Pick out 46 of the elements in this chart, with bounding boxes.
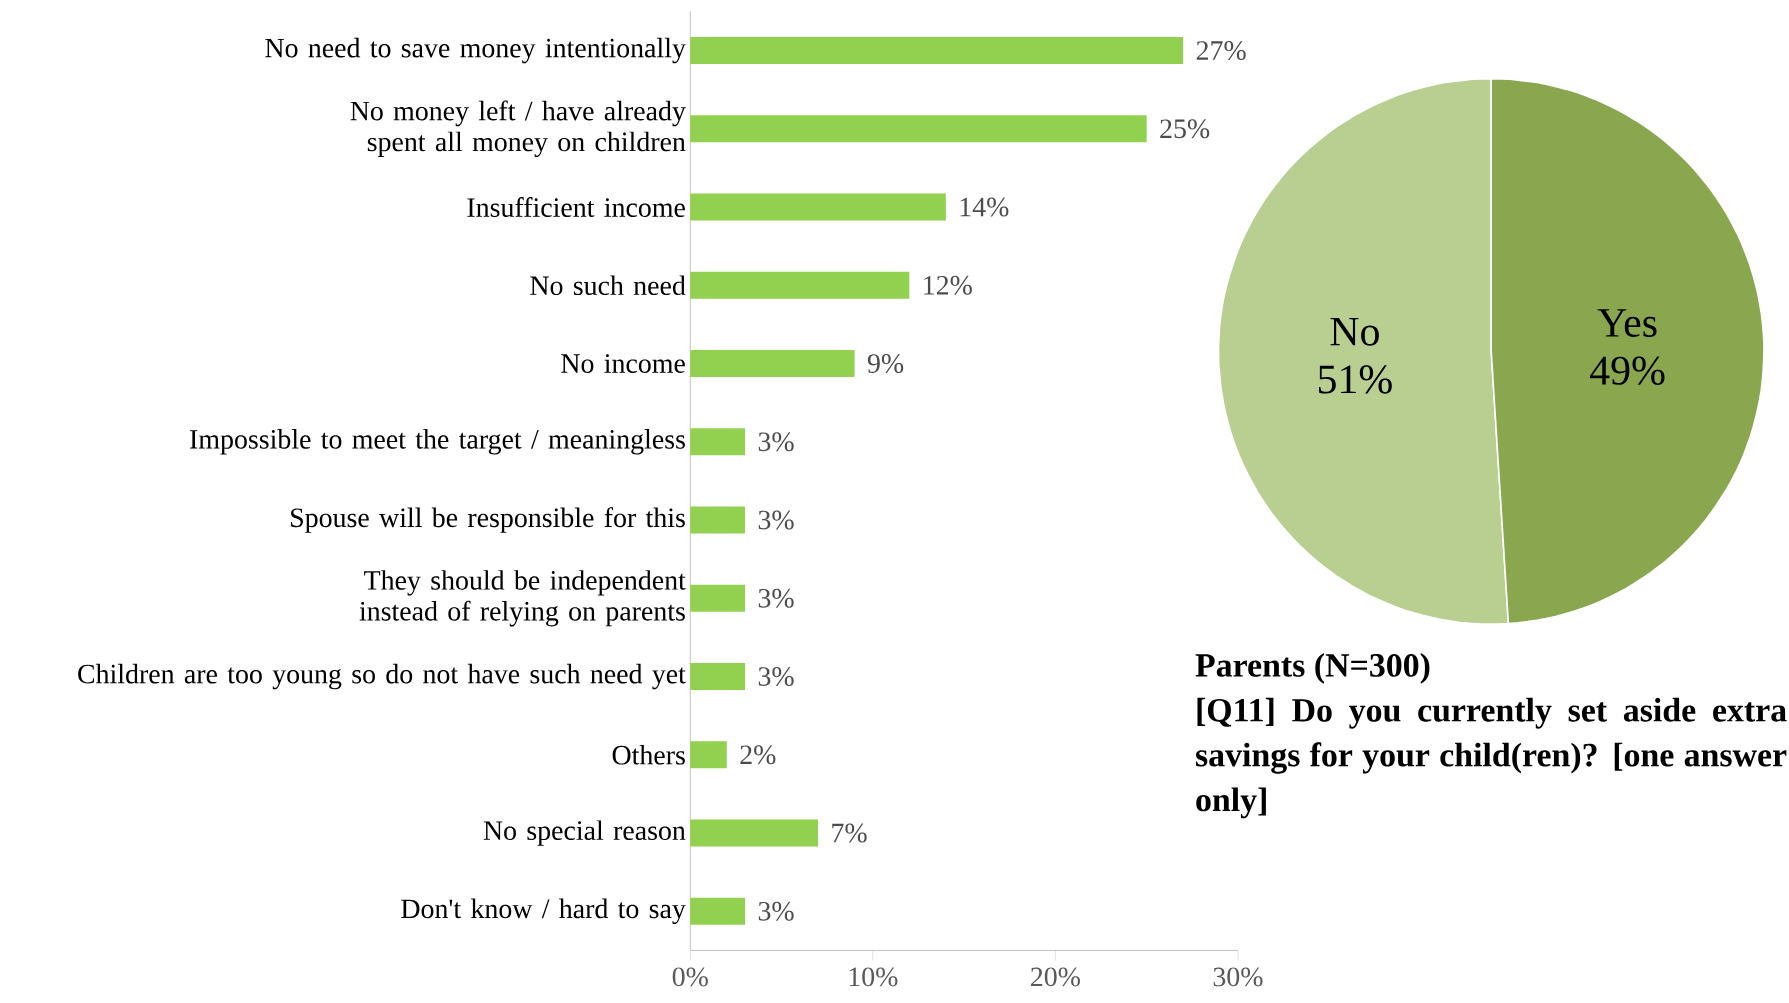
slice-label: No [1330,317,1379,346]
slice-label: Yes [1597,309,1657,338]
y-tick-label: They should be independent instead of relying on parents [359,570,686,627]
data-label: 27% [1196,41,1246,61]
data-label: 3% [758,510,794,530]
y-tick-label: Children are too young so do not have such need yet [78,663,686,690]
y-tick-label: Others [612,745,685,765]
bar [690,193,946,221]
y-tick-label: No need to save money intentionally [265,37,686,64]
bar [690,663,746,691]
bar [690,115,1147,143]
bar [690,428,746,456]
bar [690,350,855,378]
y-tick-label: Spouse will be responsible for this [291,507,685,533]
data-label: 3% [758,588,794,608]
x-tick-label: 20% [1031,967,1080,987]
y-tick-label: Insufficient income [467,197,685,218]
data-label: 12% [924,275,972,295]
bar [690,819,819,847]
y-tick-label: No such need [530,275,686,296]
data-label: 9% [867,354,904,374]
bar [690,506,746,534]
y-tick-label: No income [561,354,685,373]
data-label: 3% [758,901,794,921]
annotation: [Q11] Do you currently set aside extra savings for your child(ren)? [one answer only] [1196,697,1787,819]
bar [690,741,727,769]
data-label: 14% [960,197,1009,217]
data-label: 2% [740,745,776,765]
data-label: 7% [832,823,867,843]
bar [690,37,1184,65]
x-tick-label: 30% [1213,967,1263,987]
y-tick-label: Impossible to meet the target / meaningless [190,429,685,455]
data-label: 49% [1590,356,1665,385]
bar [690,271,910,299]
bar [690,897,746,925]
data-label: 3% [758,432,794,452]
x-tick-label: 10% [849,967,898,987]
data-label: 25% [1160,119,1210,139]
x-tick-label: 0% [672,967,708,987]
data-label: 3% [758,667,794,687]
y-tick-label: Don't know / hard to say [401,898,686,925]
y-tick-label: No special reason [483,820,686,846]
y-tick-label: No money left / have already spent all money on children [350,100,686,158]
bar [690,584,746,612]
data-label: 51% [1318,365,1392,394]
annotation: Parents (N=300) [1195,653,1430,684]
